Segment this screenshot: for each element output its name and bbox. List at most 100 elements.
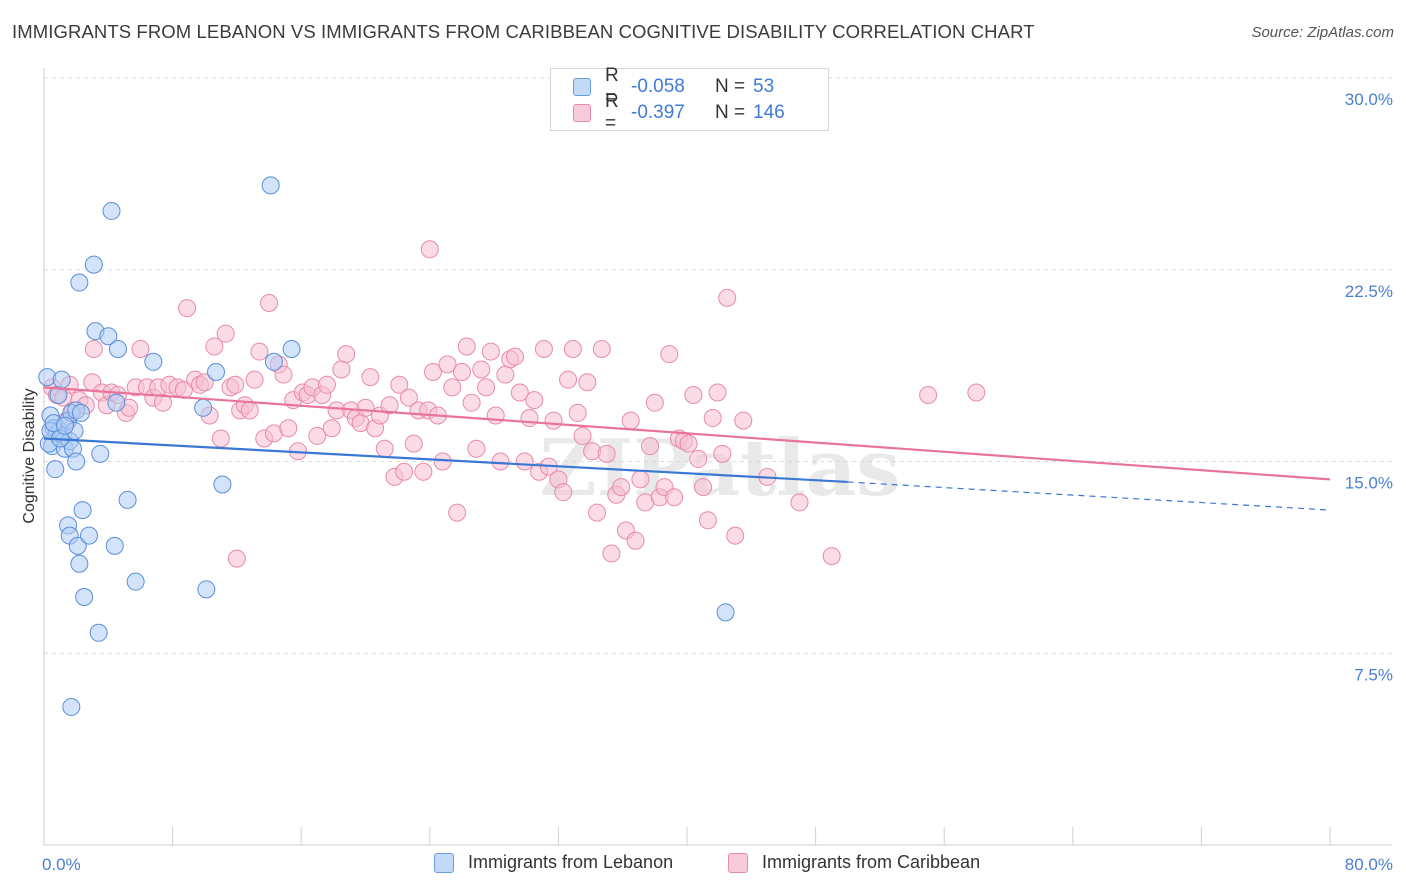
caribbean-point [404,434,423,453]
lebanon-point [68,536,87,555]
caribbean-point [390,375,409,394]
lebanon-point [108,340,127,359]
lebanon-point [75,588,94,607]
caribbean-point [205,337,224,356]
caribbean-point [967,383,986,402]
caribbean-point [919,386,938,405]
chart-source: Source: ZipAtlas.com [1251,24,1394,41]
lebanon-point [207,363,226,382]
legend-row-lebanon: R = -0.058 N = 53 [573,65,775,108]
caribbean-point [452,363,471,382]
lebanon-point [46,460,65,479]
caribbean-point [438,355,457,374]
caribbean-point [694,478,713,497]
caribbean-point [641,437,660,456]
caribbean-point [317,375,336,394]
caribbean-point [380,396,399,415]
lebanon-point [126,572,145,591]
y-tick-label: 7.5% [1354,665,1393,684]
lebanon-point [716,603,735,622]
lebanon-point [70,554,89,573]
caribbean-trend-line [43,386,1331,481]
lebanon-swatch [573,78,591,96]
caribbean-point [602,544,621,563]
lebanon-point [105,536,124,555]
caribbean-point [520,409,539,428]
caribbean-points [43,240,986,568]
tick-labels: 7.5% 15.0% 22.5% 30.0% 0.0% 80.0% [42,90,1393,874]
lebanon-point [70,273,89,292]
legend-n-value: 146 [753,102,785,123]
caribbean-point [621,411,640,430]
caribbean-point [361,368,380,387]
caribbean-point [260,293,279,312]
caribbean-point [227,549,246,568]
caribbean-point [505,347,524,366]
y-tick-label: 15.0% [1345,474,1393,493]
caribbean-point [195,373,214,392]
lebanon-point [71,403,90,422]
lebanon-point [194,398,213,417]
caribbean-point [337,345,356,364]
caribbean-point [790,493,809,512]
legend-n-label: N = [715,102,746,123]
lebanon-point [52,370,71,389]
caribbean-point [631,470,650,489]
caribbean-point [216,324,235,343]
caribbean-point [645,393,664,412]
legend-label-caribbean: Immigrants from Caribbean [762,852,981,872]
caribbean-swatch [728,852,748,873]
caribbean-point [395,462,414,481]
chart-title: IMMIGRANTS FROM LEBANON VS IMMIGRANTS FR… [12,21,1035,42]
series-legend: Immigrants from Lebanon Immigrants from … [0,852,1406,876]
lebanon-point [144,352,163,371]
caribbean-point [698,511,717,530]
grid-lines [44,77,1392,654]
caribbean-point [679,434,698,453]
y-axis-label: Cognitive Disability [21,388,38,523]
x-tick-label: 0.0% [42,855,81,874]
lebanon-point [99,327,118,346]
caribbean-point [178,299,197,318]
lebanon-trend-line [43,437,848,484]
legend-row-caribbean: R = -0.397 N = 146 [573,91,785,134]
caribbean-point [496,365,515,384]
caribbean-point [587,503,606,522]
caribbean-point [689,449,708,468]
caribbean-point [399,388,418,407]
caribbean-point [708,383,727,402]
lebanon-point [107,393,126,412]
caribbean-point [211,429,230,448]
caribbean-point [568,403,587,422]
legend-n-value: 53 [753,76,775,97]
caribbean-point [525,391,544,410]
caribbean-point [544,411,563,430]
lebanon-trend-extension [847,481,1331,511]
caribbean-point [443,378,462,397]
lebanon-swatch [434,852,454,873]
caribbean-point [226,375,245,394]
caribbean-point [414,462,433,481]
caribbean-point [563,340,582,359]
lebanon-point [197,580,216,599]
caribbean-point [250,342,269,361]
caribbean-point [448,503,467,522]
legend-label-lebanon: Immigrants from Lebanon [468,852,674,872]
legend-r-value: -0.058 [631,76,685,97]
legend-r-label: R = [605,91,619,134]
lebanon-point [80,526,99,545]
caribbean-point [462,393,481,412]
lebanon-point [73,501,92,520]
caribbean-point [597,444,616,463]
legend-item-caribbean: Immigrants from Caribbean [728,852,980,873]
lebanon-points [38,176,735,716]
caribbean-point [612,478,631,497]
caribbean-point [559,370,578,389]
caribbean-point [573,426,592,445]
legend-n-label: N = [715,76,746,97]
lebanon-point [62,697,81,716]
caribbean-point [491,452,510,471]
lebanon-point [102,201,121,220]
caribbean-point [245,370,264,389]
caribbean-point [510,383,529,402]
